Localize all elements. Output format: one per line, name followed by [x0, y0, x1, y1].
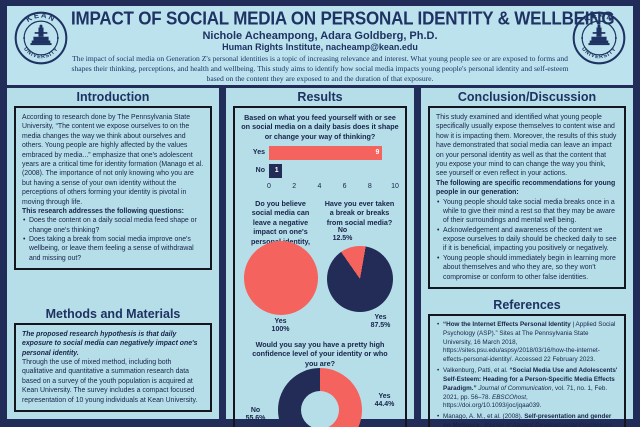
- left-column: Introduction According to research done …: [7, 88, 219, 419]
- kean-university-seal-icon: KEAN UNIVERSITY: [572, 11, 626, 65]
- svg-text:UNIVERSITY: UNIVERSITY: [22, 46, 60, 60]
- references-title: References: [493, 298, 561, 313]
- methods-box: The proposed research hypothesis is that…: [14, 322, 212, 412]
- svg-text:UNIVERSITY: UNIVERSITY: [580, 46, 618, 60]
- pie-social-break: [326, 245, 393, 312]
- introduction-title: Introduction: [76, 90, 150, 104]
- axis-tick-label: 2: [292, 183, 297, 191]
- axis-tick-label: 10: [391, 183, 399, 191]
- bar-series-no: 1: [269, 164, 282, 179]
- pie-callout: Yes 87.5%: [370, 313, 391, 330]
- pie-callout: No 12.5%: [332, 227, 353, 243]
- bar-chart: Yes 9 No 1 0 2 4 6 8 10: [243, 146, 399, 191]
- pie-negative-impact: [243, 241, 318, 316]
- pie-callout: Yes 100%: [271, 318, 290, 334]
- conclusion-title: Conclusion/Discussion: [457, 90, 597, 104]
- poster-abstract: The impact of social media on Generation…: [71, 54, 569, 83]
- axis-tick-label: 8: [367, 183, 372, 191]
- pie-question: Have you ever taken a break or breaks fr…: [324, 199, 395, 227]
- methods-hypothesis: The proposed research hypothesis is that…: [22, 330, 198, 357]
- right-column: Conclusion/Discussion This study examine…: [421, 88, 633, 427]
- pie-charts-row: Do you believe social media can leave a …: [241, 199, 399, 335]
- axis-tick-label: 0: [267, 183, 271, 191]
- poster-body: Introduction According to research done …: [7, 88, 633, 427]
- introduction-question: Does the content on a daily social media…: [22, 216, 204, 235]
- poster-authors: Nichole Acheampong, Adara Goldberg, Ph.D…: [202, 30, 438, 42]
- methods-body: Through the use of mixed method, includi…: [22, 359, 198, 404]
- pie-negative-impact-group: Do you believe social media can leave a …: [241, 199, 320, 335]
- reference-item: Valkenburg, Patti, et al. “Social Media …: [436, 367, 618, 411]
- donut-confidence: [278, 367, 362, 427]
- bar-series-yes: 9: [269, 146, 383, 161]
- bar-category-label: No: [255, 167, 265, 175]
- donut-hole: [301, 390, 339, 427]
- axis-tick-label: 6: [342, 183, 347, 191]
- reference-item: Manago, A. M., et al. (2008). Self-prese…: [436, 413, 618, 427]
- bar-value-label: 9: [375, 149, 380, 157]
- bar-value-label: 1: [274, 167, 279, 175]
- bar-category-label: Yes: [252, 149, 265, 157]
- references-box: “How the Internet Effects Personal Ident…: [428, 314, 626, 427]
- bar-chart-question: Based on what you feed yourself with or …: [241, 113, 399, 141]
- introduction-question: Does taking a break from social media im…: [22, 235, 204, 263]
- poster-affiliation: Human Rights Institute, nacheamp@kean.ed…: [222, 42, 418, 52]
- introduction-questions-lead: This research addresses the following qu…: [22, 207, 184, 215]
- results-box: Based on what you feed yourself with or …: [233, 106, 407, 427]
- axis-tick-label: 4: [317, 183, 322, 191]
- conclusion-recommendation: Young people should take social media br…: [436, 198, 618, 226]
- conclusion-recommendations-lead: The following are specific recommendatio…: [436, 179, 616, 197]
- header: KEAN UNIVERSITY IMPACT OF SOCIAL MEDIA O…: [7, 6, 633, 85]
- donut-callout: Yes 44.4%: [374, 392, 395, 408]
- methods-title: Methods and Materials: [45, 306, 181, 321]
- conclusion-recommendation: Young people should immediately begin in…: [436, 254, 618, 282]
- reference-item: “How the Internet Effects Personal Ident…: [436, 321, 618, 365]
- conclusion-body: This study examined and identified what …: [436, 114, 617, 178]
- results-title: Results: [297, 90, 343, 104]
- introduction-body: According to research done by The Pennsy…: [22, 114, 204, 206]
- donut-question: Would you say you have a pretty high con…: [252, 339, 388, 368]
- conclusion-box: This study examined and identified what …: [428, 106, 626, 290]
- conclusion-recommendation: Acknowledgement and awareness of the con…: [436, 226, 618, 254]
- bar-axis-ticks: 0 2 4 6 8 10: [267, 182, 399, 191]
- poster-title: IMPACT OF SOCIAL MEDIA ON PERSONAL IDENT…: [71, 8, 615, 29]
- results-column: Results Based on what you feed yourself …: [226, 88, 414, 427]
- kean-university-seal-icon: KEAN UNIVERSITY: [14, 11, 68, 65]
- donut-callout: No 55.6%: [245, 406, 266, 422]
- introduction-box: According to research done by The Pennsy…: [14, 106, 212, 271]
- pie-question: Do you believe social media can leave a …: [251, 199, 310, 264]
- pie-social-break-group: Have you ever taken a break or breaks fr…: [320, 199, 399, 335]
- donut-chart-row: No 55.6% Yes 44.4%: [241, 367, 399, 427]
